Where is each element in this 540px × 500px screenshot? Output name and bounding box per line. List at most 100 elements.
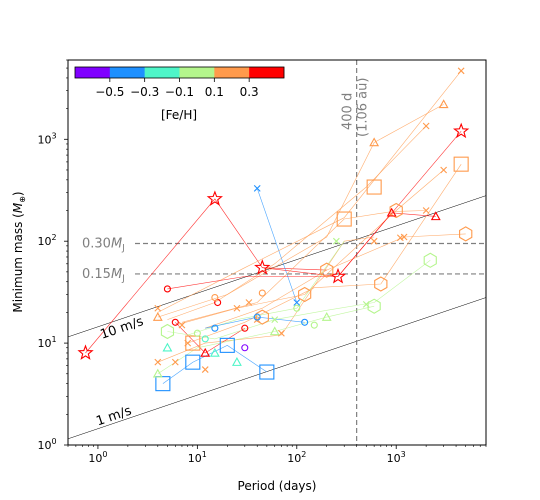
colorbar-label: [Fe/H]	[161, 108, 197, 122]
system-connector	[175, 169, 444, 326]
system-connector	[167, 212, 436, 290]
system-connector	[175, 322, 245, 354]
circle-marker	[193, 329, 201, 337]
triangle-marker	[209, 347, 220, 357]
x-marker	[253, 184, 261, 192]
x-marker	[293, 299, 301, 306]
star-marker	[254, 259, 271, 275]
hexagon-marker	[459, 226, 473, 242]
x-marker	[332, 237, 340, 245]
x-marker	[422, 207, 430, 214]
system-connector	[157, 305, 375, 375]
triangle-marker	[162, 342, 173, 352]
x-marker	[396, 234, 404, 242]
circle-marker	[258, 289, 266, 297]
circle-marker	[310, 321, 318, 329]
colorbar: −0.5 −0.3 −0.1 0.1 0.3	[74, 66, 285, 99]
x-marker	[233, 304, 241, 312]
star-marker	[453, 122, 470, 139]
system-connector	[157, 236, 375, 363]
triangle-marker	[386, 207, 397, 217]
x-marker	[362, 300, 370, 308]
star-marker	[329, 267, 347, 284]
x-marker	[245, 299, 253, 306]
connections	[85, 70, 466, 384]
jupiter-mass-label: 0.15MJ	[82, 267, 125, 284]
circle-marker	[201, 335, 209, 343]
triangle-marker	[152, 311, 163, 321]
colorbar-segment	[249, 67, 285, 78]
square-marker	[336, 211, 352, 227]
circle-marker	[301, 318, 309, 326]
hexagon-marker	[255, 309, 269, 325]
colorbar-tick-label: 0.3	[240, 85, 259, 99]
system-connector	[256, 188, 298, 303]
triangle-marker	[321, 311, 332, 321]
square-marker	[259, 364, 275, 380]
triangle-marker	[200, 347, 211, 357]
period-400d-au-label: (1.06 au)	[356, 78, 371, 137]
triangle-marker	[430, 211, 441, 221]
triangle-marker	[152, 368, 163, 378]
y-tick-label: 101	[37, 335, 56, 350]
x-marker	[271, 316, 279, 324]
square-marker	[155, 376, 171, 392]
colorbar-segment	[214, 67, 250, 78]
hexagon-marker	[423, 252, 437, 268]
circle-marker	[253, 313, 261, 321]
period-400d-label: 400 d	[341, 93, 356, 130]
reference-lines	[135, 60, 486, 445]
x-tick-label: 102	[287, 450, 306, 465]
circle-marker	[211, 293, 219, 302]
circle-marker	[293, 304, 301, 312]
colorbar-tick-label: 0.1	[205, 85, 224, 99]
x-marker	[201, 366, 209, 373]
plot-area	[68, 60, 486, 445]
x-marker	[184, 339, 192, 347]
x-marker	[422, 122, 430, 130]
system-connector	[167, 125, 427, 320]
triangle-marker	[438, 99, 449, 109]
triangle-marker	[231, 357, 242, 366]
x-marker	[171, 358, 179, 366]
plot-clipped	[68, 60, 486, 445]
system-connector	[167, 260, 431, 340]
system-connector	[187, 164, 462, 344]
y-tick-label: 102	[37, 233, 56, 248]
square-marker	[453, 156, 469, 172]
triangle-marker	[369, 137, 380, 147]
axis-ticks: 100 101 102 103 100 101 102 103	[37, 59, 487, 465]
hexagon-marker	[389, 202, 403, 219]
x-marker	[154, 358, 162, 366]
rv-limit-line	[68, 195, 486, 338]
colorbar-tick-label: −0.5	[95, 85, 124, 99]
star-marker	[77, 344, 94, 360]
square-marker	[219, 337, 235, 353]
circle-marker	[241, 324, 249, 332]
jupiter-mass-label: 0.30MJ	[82, 236, 125, 253]
circle-marker	[211, 324, 219, 332]
colorbar-segment	[75, 67, 111, 78]
system-connector	[181, 210, 427, 323]
hexagon-marker	[374, 276, 388, 292]
square-marker	[185, 354, 201, 370]
y-tick-label: 100	[37, 437, 56, 452]
y-axis-label: Minimum mass (M⊕)	[11, 191, 27, 312]
system-connector	[157, 70, 462, 313]
x-tick-label: 101	[188, 450, 207, 465]
system-connector	[157, 104, 444, 318]
x-tick-label: 103	[387, 450, 406, 465]
square-marker	[185, 335, 201, 351]
x-marker	[457, 67, 465, 75]
plot-frame	[67, 59, 487, 446]
square-marker	[366, 179, 382, 195]
colorbar-segment	[144, 67, 180, 78]
x-axis-label: Period (days)	[238, 479, 317, 493]
star-marker	[206, 190, 223, 206]
x-marker	[370, 237, 378, 245]
system-connector	[205, 233, 466, 329]
circle-marker	[171, 318, 179, 326]
colorbar-tick-label: −0.1	[165, 85, 194, 99]
circle-marker	[163, 285, 171, 293]
